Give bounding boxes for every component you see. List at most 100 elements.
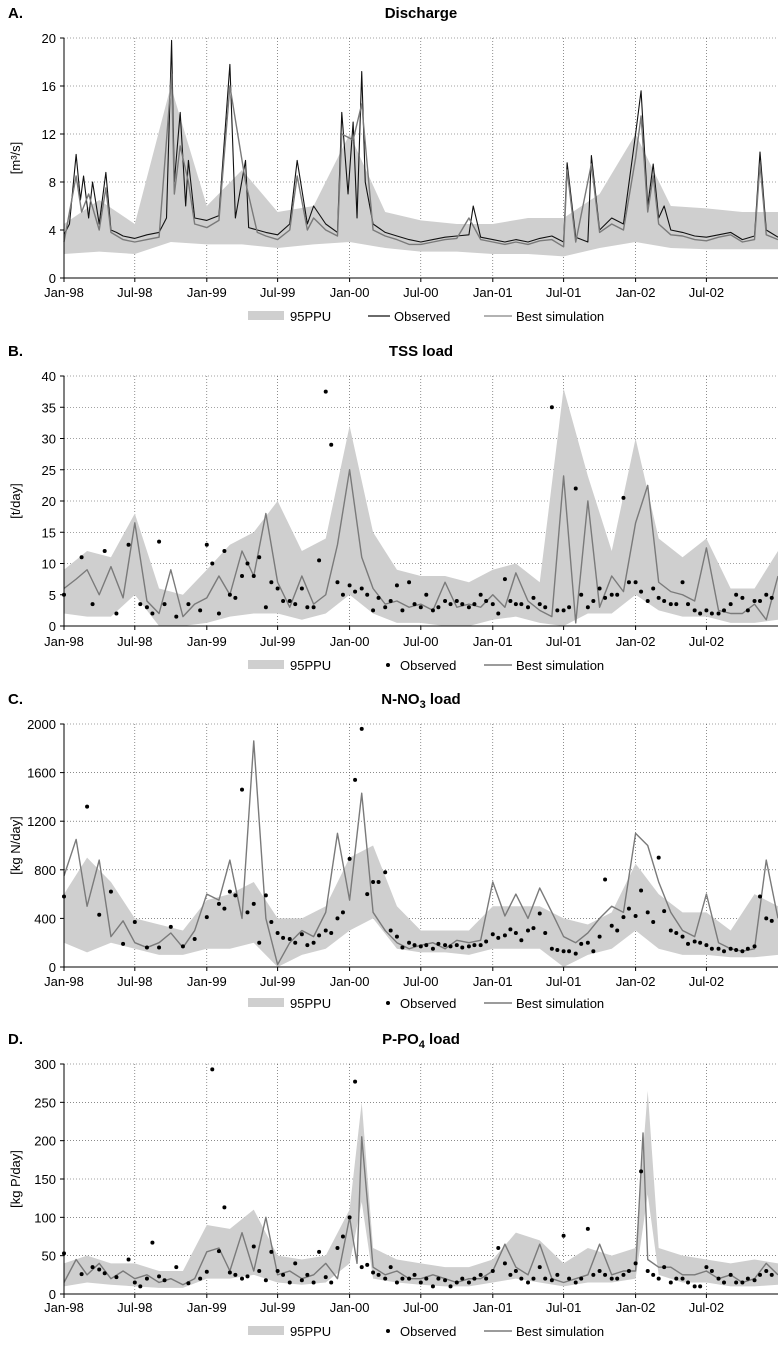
observed-point <box>448 1284 453 1289</box>
observed-point <box>108 889 113 894</box>
observed-point <box>698 1284 703 1289</box>
x-tick-label: Jul-02 <box>689 1300 724 1315</box>
observed-point <box>621 495 626 500</box>
observed-point <box>222 906 227 911</box>
observed-point <box>519 602 524 607</box>
observed-point <box>645 599 650 603</box>
observed-point <box>269 580 274 585</box>
observed-point <box>418 1280 423 1285</box>
observed-point <box>740 595 745 600</box>
band-95ppu <box>64 388 778 626</box>
observed-point <box>424 1276 429 1281</box>
observed-point <box>454 599 459 603</box>
observed-point <box>293 940 298 945</box>
observed-point <box>407 580 412 585</box>
observed-point <box>430 608 435 613</box>
observed-point <box>245 561 250 566</box>
observed-point <box>567 1276 572 1281</box>
observed-point <box>502 933 507 938</box>
observed-point <box>340 1234 345 1239</box>
observed-point <box>543 605 548 610</box>
legend-label: 95PPU <box>290 658 331 673</box>
observed-point <box>90 1265 95 1270</box>
y-tick-label: 0 <box>49 960 56 975</box>
x-tick-label: Jan-00 <box>330 1300 370 1315</box>
y-tick-label: 400 <box>34 911 56 926</box>
observed-point <box>281 1272 286 1277</box>
observed-point <box>716 611 721 616</box>
observed-point <box>722 608 727 613</box>
chart-title: Discharge <box>385 5 458 22</box>
observed-point <box>204 542 209 547</box>
legend-swatch-band <box>248 998 284 1007</box>
observed-point <box>97 912 102 917</box>
observed-point <box>144 945 149 950</box>
observed-point <box>626 580 631 585</box>
observed-point <box>317 933 322 938</box>
observed-point <box>597 934 602 939</box>
observed-point <box>227 592 232 597</box>
observed-point <box>233 595 238 600</box>
observed-point <box>245 910 250 915</box>
chart-title-subscript: 3 <box>420 699 426 711</box>
observed-point <box>519 938 524 943</box>
y-axis-label: [kg P/day] <box>8 1150 23 1208</box>
y-tick-label: 800 <box>34 863 56 878</box>
observed-point <box>204 1269 209 1274</box>
x-tick-label: Jan-01 <box>473 1300 513 1315</box>
observed-point <box>555 608 560 613</box>
observed-point <box>478 943 483 948</box>
y-tick-label: 0 <box>49 271 56 286</box>
observed-point <box>383 870 388 875</box>
observed-point <box>752 944 757 949</box>
observed-point <box>388 1265 393 1270</box>
observed-point <box>245 1274 250 1279</box>
y-tick-label: 12 <box>42 127 56 142</box>
observed-point <box>686 602 691 607</box>
observed-point <box>335 916 340 921</box>
observed-point <box>555 947 560 952</box>
observed-point <box>573 951 578 956</box>
observed-point <box>709 611 714 616</box>
observed-point <box>704 608 709 613</box>
observed-point <box>709 946 714 951</box>
observed-point <box>376 595 381 600</box>
observed-point <box>347 583 352 588</box>
observed-point <box>680 934 685 939</box>
observed-point <box>227 889 232 894</box>
y-tick-label: 200 <box>34 1134 56 1149</box>
observed-point <box>305 1272 310 1277</box>
legend-label: Best simulation <box>516 996 604 1011</box>
observed-point <box>543 1276 548 1281</box>
observed-point <box>371 879 376 884</box>
observed-point <box>621 1272 626 1277</box>
observed-point <box>662 599 667 603</box>
series-line-best-simulation <box>63 469 778 624</box>
observed-point <box>275 586 280 591</box>
observed-point <box>656 595 661 600</box>
observed-point <box>513 1269 518 1273</box>
observed-point <box>662 909 667 914</box>
observed-point <box>114 1275 119 1280</box>
x-tick-label: Jul-98 <box>117 285 152 300</box>
observed-point <box>734 1280 739 1285</box>
observed-point <box>85 804 90 809</box>
observed-point <box>573 486 578 491</box>
x-tick-label: Jul-02 <box>689 974 724 989</box>
x-tick-label: Jan-00 <box>330 285 370 300</box>
observed-point <box>460 945 465 950</box>
observed-point <box>734 592 739 597</box>
observed-point <box>645 910 650 915</box>
observed-point <box>126 1257 131 1262</box>
observed-point <box>383 1276 388 1281</box>
observed-point <box>704 943 709 948</box>
panel-letter: C. <box>8 691 23 708</box>
observed-point <box>555 1272 560 1277</box>
x-tick-label: Jul-99 <box>260 285 295 300</box>
observed-point <box>157 539 162 544</box>
x-tick-label: Jan-00 <box>330 974 370 989</box>
observed-point <box>561 1233 566 1238</box>
observed-point <box>388 599 393 603</box>
observed-point <box>317 1249 322 1254</box>
observed-point <box>698 611 703 616</box>
